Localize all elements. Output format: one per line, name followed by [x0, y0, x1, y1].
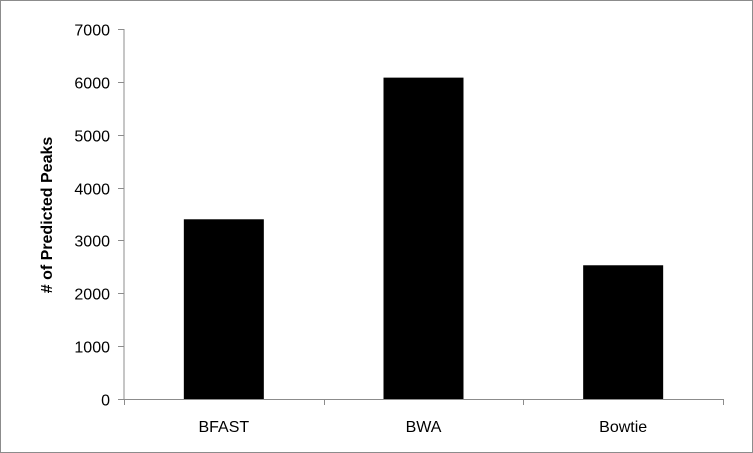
x-category-label: Bowtie [599, 419, 647, 436]
y-tick-label: 3000 [74, 234, 110, 251]
y-axis-title: # of Predicted Peaks [39, 137, 56, 294]
y-tick-label: 7000 [74, 23, 110, 40]
y-tick-label: 2000 [74, 287, 110, 304]
x-axis [124, 399, 724, 405]
bar-bfast [183, 219, 264, 399]
tick-labels: 0 1000 2000 3000 4000 5000 6000 7000 BFAST BWA Bow… [74, 23, 647, 437]
bar-bwa [383, 77, 464, 399]
x-category-label: BWA [406, 419, 442, 436]
bars [183, 77, 664, 399]
y-axis [118, 29, 125, 400]
y-tick-label: 4000 [74, 182, 110, 199]
y-tick-label: 6000 [74, 76, 110, 93]
y-tick-label: 5000 [74, 129, 110, 146]
y-tick-label: 0 [101, 393, 110, 410]
bar-bowtie [583, 265, 664, 399]
x-category-label: BFAST [198, 419, 249, 436]
y-tick-label: 1000 [74, 340, 110, 357]
